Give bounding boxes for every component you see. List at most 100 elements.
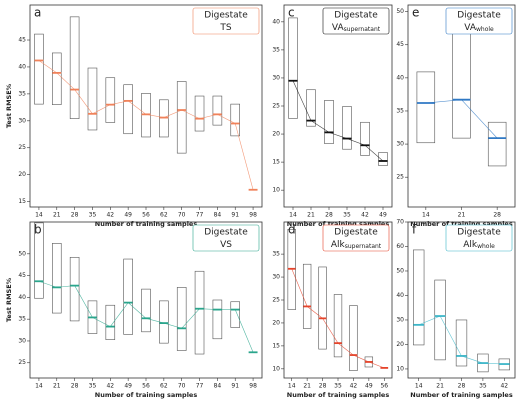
x-tick-label: 42 [106, 212, 114, 219]
legend-subtitle-main: Alk [463, 240, 478, 250]
median-line [38, 280, 254, 353]
x-axis-label: Number of training samples [410, 391, 513, 399]
y-tick-label: 40 [18, 63, 26, 70]
legend-box [445, 7, 513, 35]
y-tick-label: 30 [272, 74, 280, 81]
y-tick-label: 15 [18, 198, 26, 205]
panel-label: b [34, 223, 42, 237]
median-line [292, 80, 384, 162]
range-box [176, 287, 187, 351]
x-tick-label: 91 [231, 212, 239, 219]
legend-subtitle: VAwhole [464, 23, 494, 33]
range-box [141, 288, 151, 333]
range-box [302, 263, 312, 329]
x-tick-label: 14 [288, 383, 296, 390]
y-tick-label: 45 [18, 272, 26, 279]
range-box [378, 152, 388, 166]
x-tick-label: 56 [142, 383, 150, 390]
range-box [306, 89, 316, 127]
plot-frame [407, 4, 516, 208]
y-tick-label: 20 [272, 319, 280, 326]
y-tick-label: 20 [18, 171, 26, 178]
legend-subtitle-main: VA [332, 23, 345, 33]
range-box [416, 71, 436, 144]
y-tick-label: 10 [396, 365, 404, 372]
y-axis-label: Test RMSE% [5, 277, 13, 322]
y-tick-label: 30 [18, 337, 26, 344]
x-tick-label: 42 [361, 212, 369, 219]
x-tick-label: 35 [334, 383, 342, 390]
y-tick-label: 35 [272, 251, 280, 258]
range-box [194, 270, 205, 355]
legend-subscript: supernatant [345, 243, 382, 250]
y-tick-label: 40 [396, 74, 404, 81]
y-tick-label: 10 [272, 187, 280, 194]
y-tick-label: 25 [18, 144, 26, 151]
range-box [52, 243, 62, 314]
y-tick-label: 25 [272, 297, 280, 304]
y-tick-label: 25 [272, 103, 280, 110]
panel-label: c [288, 6, 295, 20]
x-tick-label: 49 [124, 212, 132, 219]
legend-title: Digestate [457, 11, 501, 21]
y-tick-label: 30 [396, 316, 404, 323]
range-box [123, 84, 133, 135]
x-tick-label: 35 [479, 383, 487, 390]
x-tick-label: 14 [422, 212, 430, 219]
y-tick-label: 20 [272, 131, 280, 138]
range-box [342, 106, 352, 150]
x-tick-label: 77 [196, 383, 204, 390]
x-tick-label: 21 [53, 383, 61, 390]
x-tick-label: 70 [178, 212, 186, 219]
range-box [105, 77, 116, 123]
x-tick-label: 21 [307, 212, 315, 219]
y-tick-label: 30 [18, 117, 26, 124]
x-axis-label: Number of training samples [287, 220, 390, 228]
legend-subscript: supernatant [344, 26, 381, 33]
legend-subtitle: TS [219, 23, 231, 33]
legend-subscript: whole [476, 26, 494, 33]
legend-subtitle: Alksupernatant [331, 240, 382, 250]
y-tick-label: 25 [396, 174, 404, 181]
range-box [212, 95, 223, 126]
y-tick-label: 20 [396, 341, 404, 348]
x-tick-label: 28 [458, 383, 466, 390]
x-tick-label: 21 [303, 383, 311, 390]
range-box [230, 103, 240, 137]
x-tick-label: 14 [415, 383, 423, 390]
x-tick-label: 28 [493, 212, 501, 219]
y-tick-label: 35 [396, 107, 404, 114]
range-box [434, 279, 446, 361]
range-box [487, 121, 507, 167]
panel-label: f [412, 223, 417, 237]
legend-subtitle-main: VS [220, 240, 232, 250]
legend-title: Digestate [457, 228, 501, 238]
y-tick-label: 70 [396, 219, 404, 226]
x-tick-label: 42 [500, 383, 508, 390]
y-tick-label: 35 [18, 90, 26, 97]
legend-box [322, 224, 390, 252]
x-tick-label: 84 [214, 383, 222, 390]
x-tick-label: 98 [249, 383, 257, 390]
y-tick-label: 40 [272, 18, 280, 25]
x-axis-label: Number of training samples [410, 220, 513, 228]
plot-frame [283, 4, 393, 208]
range-box [333, 294, 343, 358]
y-tick-label: 10 [272, 365, 280, 372]
legend-title: Digestate [204, 228, 248, 238]
panel-label: e [412, 6, 419, 20]
y-tick-label: 15 [272, 159, 280, 166]
x-tick-label: 21 [436, 383, 444, 390]
x-tick-label: 42 [350, 383, 358, 390]
y-axis-label: Test RMSE% [5, 83, 13, 128]
panel-label: d [288, 223, 296, 237]
x-tick-label: 56 [380, 383, 388, 390]
x-tick-label: 28 [319, 383, 327, 390]
median-line [425, 99, 498, 139]
x-tick-label: 14 [289, 212, 297, 219]
range-box [413, 249, 425, 346]
x-tick-label: 98 [249, 212, 257, 219]
x-tick-label: 35 [89, 212, 97, 219]
y-tick-label: 60 [396, 243, 404, 250]
